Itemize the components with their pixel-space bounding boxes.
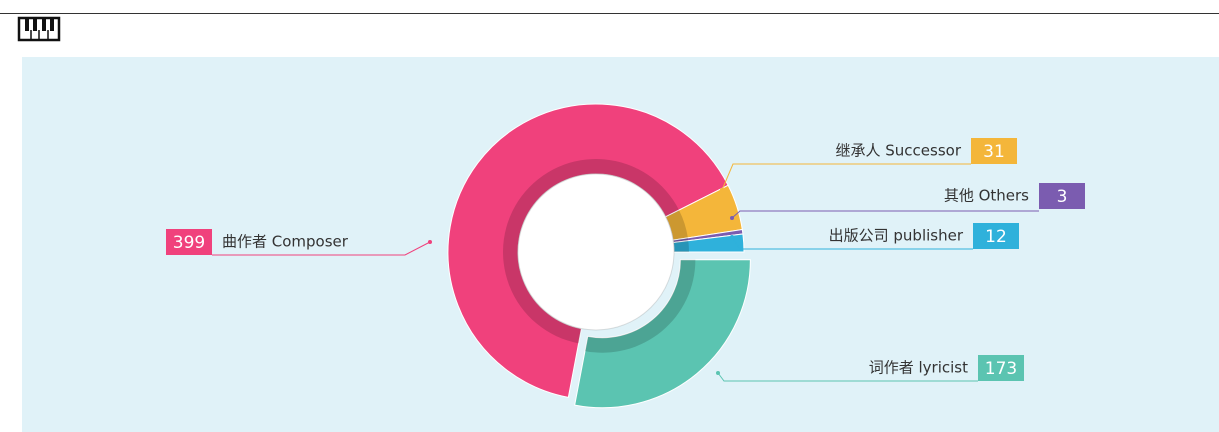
value-label: 12 bbox=[985, 227, 1007, 247]
leader-dot bbox=[730, 235, 734, 239]
leader-line bbox=[212, 241, 431, 256]
value-label: 31 bbox=[983, 142, 1005, 162]
leader-dot bbox=[428, 240, 432, 244]
slice-inner-shade bbox=[584, 259, 696, 353]
slice-label: 词作者 lyricist bbox=[869, 359, 968, 377]
slice-label: 出版公司 publisher bbox=[829, 227, 964, 245]
leader-line bbox=[721, 163, 971, 191]
value-box bbox=[1039, 183, 1085, 209]
leader-line bbox=[717, 372, 978, 382]
leader-dot bbox=[730, 216, 734, 220]
leader-line bbox=[731, 236, 973, 250]
pie-slice bbox=[574, 259, 751, 409]
value-box bbox=[978, 355, 1024, 381]
value-label: 399 bbox=[173, 233, 205, 253]
slice-inner-shade bbox=[673, 240, 689, 252]
leader-dot bbox=[720, 188, 724, 192]
value-label: 173 bbox=[985, 359, 1017, 379]
piano-icon bbox=[17, 16, 61, 42]
leader-dot bbox=[716, 371, 720, 375]
slice-inner-shade bbox=[673, 237, 689, 243]
value-box bbox=[973, 223, 1019, 249]
slice-label: 其他 Others bbox=[944, 187, 1029, 205]
value-box bbox=[166, 229, 212, 255]
donut-hole bbox=[517, 173, 675, 331]
slice-label: 曲作者 Composer bbox=[222, 233, 349, 251]
value-label: 3 bbox=[1057, 187, 1068, 207]
leader-line bbox=[731, 210, 1039, 219]
slice-label: 继承人 Successor bbox=[836, 142, 962, 160]
value-box bbox=[971, 138, 1017, 164]
slice-inner-shade bbox=[665, 210, 688, 241]
